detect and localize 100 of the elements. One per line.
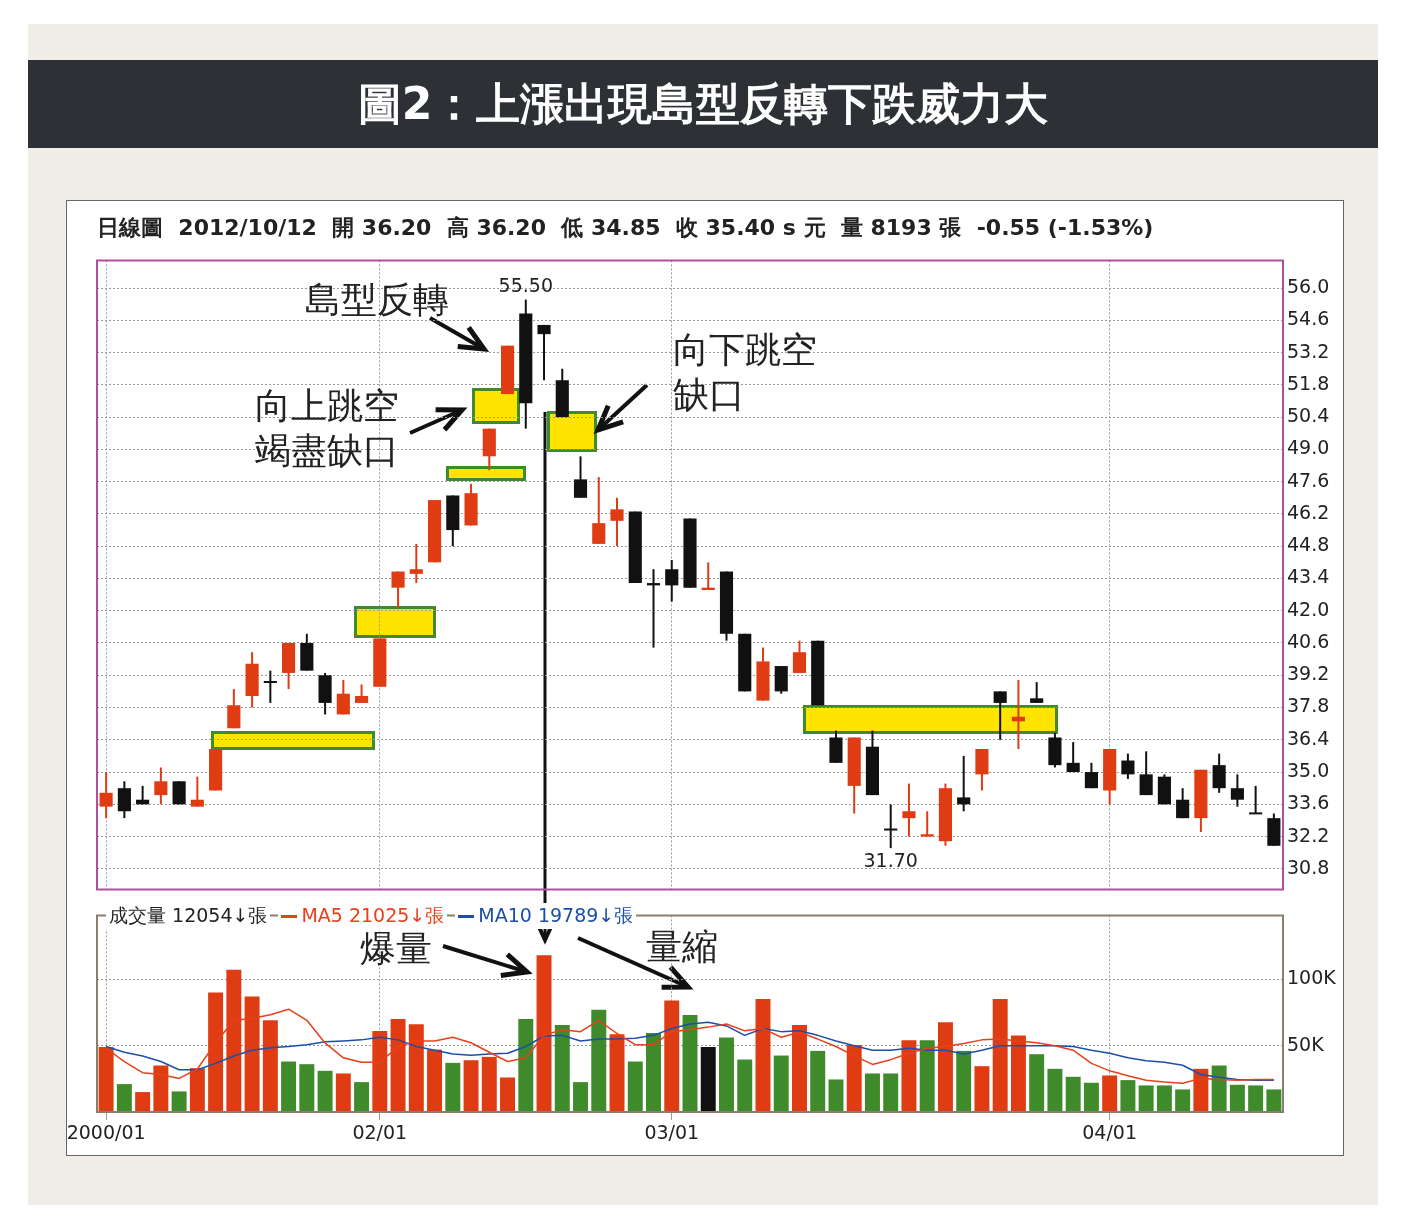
candlestick xyxy=(1249,784,1263,815)
candlestick xyxy=(665,559,679,603)
bar xyxy=(737,1059,753,1112)
y-tick-label: 51.8 xyxy=(1287,371,1330,394)
bar xyxy=(445,1062,461,1112)
x-tick-label: 2000/01 xyxy=(66,1121,146,1144)
candlestick xyxy=(1212,752,1226,794)
bar xyxy=(554,1024,570,1112)
annotation: 量縮 xyxy=(646,925,719,969)
candlestick xyxy=(993,690,1007,741)
y-tick-label: 49.0 xyxy=(1287,436,1330,459)
bar xyxy=(354,1082,370,1112)
candlestick xyxy=(573,455,588,499)
bar xyxy=(317,1070,333,1112)
bar xyxy=(335,1073,351,1112)
candlestick xyxy=(263,669,277,704)
bar xyxy=(518,1019,534,1112)
bar xyxy=(1266,1089,1282,1112)
bar xyxy=(810,1050,826,1112)
y-tick-label: 43.4 xyxy=(1287,565,1330,588)
x-tick-label: 02/01 xyxy=(352,1121,408,1144)
candlestick xyxy=(1084,761,1098,790)
y-tick-label: 42.0 xyxy=(1287,597,1330,620)
candlestick xyxy=(1139,750,1153,797)
candlestick xyxy=(1121,752,1135,780)
candlestick xyxy=(154,766,168,806)
bar xyxy=(1029,1054,1045,1112)
x-tick-label: 04/01 xyxy=(1082,1121,1138,1144)
y-tick-label: 54.6 xyxy=(1287,307,1330,330)
bar xyxy=(883,1073,899,1112)
bar xyxy=(427,1049,443,1112)
y-tick-label: 37.8 xyxy=(1287,694,1330,717)
candlestick xyxy=(409,542,423,585)
candlestick xyxy=(391,570,405,610)
chart-title: 圖2：上漲出現島型反轉下跌威力大 xyxy=(28,60,1378,148)
candlestick xyxy=(227,688,241,730)
annotation: 55.50 xyxy=(498,273,553,296)
candlestick xyxy=(355,683,369,704)
bar xyxy=(573,1082,588,1112)
candlestick xyxy=(1230,773,1244,808)
bar xyxy=(864,1073,880,1112)
y-tick-label: 44.8 xyxy=(1287,533,1330,556)
y-tick-label: 53.2 xyxy=(1287,339,1330,362)
candlestick xyxy=(957,754,971,813)
bar xyxy=(646,1032,661,1112)
bar xyxy=(1175,1089,1191,1112)
bar xyxy=(262,1020,278,1112)
annotation: 向上跳空竭盡缺口 xyxy=(255,384,400,473)
bar xyxy=(135,1092,151,1112)
y-tick-label: 32.2 xyxy=(1287,823,1330,846)
candlestick xyxy=(920,810,934,838)
bar xyxy=(828,1079,844,1112)
candlestick xyxy=(117,780,131,820)
bar xyxy=(281,1061,297,1112)
bar xyxy=(1248,1085,1264,1112)
bar xyxy=(1138,1085,1154,1112)
candlestick xyxy=(190,775,204,808)
annotation: 爆量 xyxy=(360,927,433,971)
chart-subtitle: 日線圖 2012/10/12 開 36.20 高 36.20 低 34.85 收 35.40 s 元 量 8193 張 -0.55 (-1.53%) xyxy=(97,214,1154,242)
bar xyxy=(1102,1075,1118,1112)
bar xyxy=(1065,1076,1081,1112)
y-tick-label: 100K xyxy=(1287,966,1337,989)
y-tick-label: 50.4 xyxy=(1287,404,1330,427)
bar xyxy=(719,1037,734,1112)
y-tick-label: 47.6 xyxy=(1287,468,1330,491)
bar xyxy=(682,1015,698,1112)
y-tick-label: 39.2 xyxy=(1287,662,1330,685)
candlestick xyxy=(884,803,898,850)
bar xyxy=(500,1077,516,1112)
bar xyxy=(700,1046,716,1112)
candlestick xyxy=(902,782,916,838)
y-tick-label: 36.4 xyxy=(1287,726,1330,749)
candlestick xyxy=(1066,741,1080,774)
legend-label: MA10 19789↓張 xyxy=(455,903,637,929)
text: 成交量 12054↓張 xyxy=(106,903,271,929)
bar xyxy=(627,1061,643,1112)
annotation: 向下跳空缺口 xyxy=(673,328,818,417)
candlestick xyxy=(610,496,624,548)
bar xyxy=(1120,1080,1136,1112)
y-tick-label: 56.0 xyxy=(1287,274,1330,297)
legend-label: MA5 21025↓張 xyxy=(278,903,448,929)
y-tick-label: 30.8 xyxy=(1287,855,1330,878)
bar xyxy=(299,1064,315,1112)
bar xyxy=(919,1040,935,1112)
y-tick-label: 40.6 xyxy=(1287,629,1330,652)
candlestick xyxy=(537,323,551,382)
y-tick-label: 46.2 xyxy=(1287,500,1330,523)
bar xyxy=(171,1091,187,1112)
candlestick xyxy=(1176,787,1190,820)
bar xyxy=(591,1009,607,1112)
bar xyxy=(1083,1082,1099,1112)
bar xyxy=(1229,1084,1245,1112)
x-tick-label: 03/01 xyxy=(644,1121,700,1144)
bar xyxy=(974,1066,990,1112)
bar xyxy=(116,1084,132,1112)
bar xyxy=(1156,1085,1172,1112)
bar xyxy=(1047,1068,1063,1112)
bar xyxy=(956,1050,972,1112)
y-tick-label: 50K xyxy=(1287,1032,1325,1055)
candlestick xyxy=(592,476,606,545)
